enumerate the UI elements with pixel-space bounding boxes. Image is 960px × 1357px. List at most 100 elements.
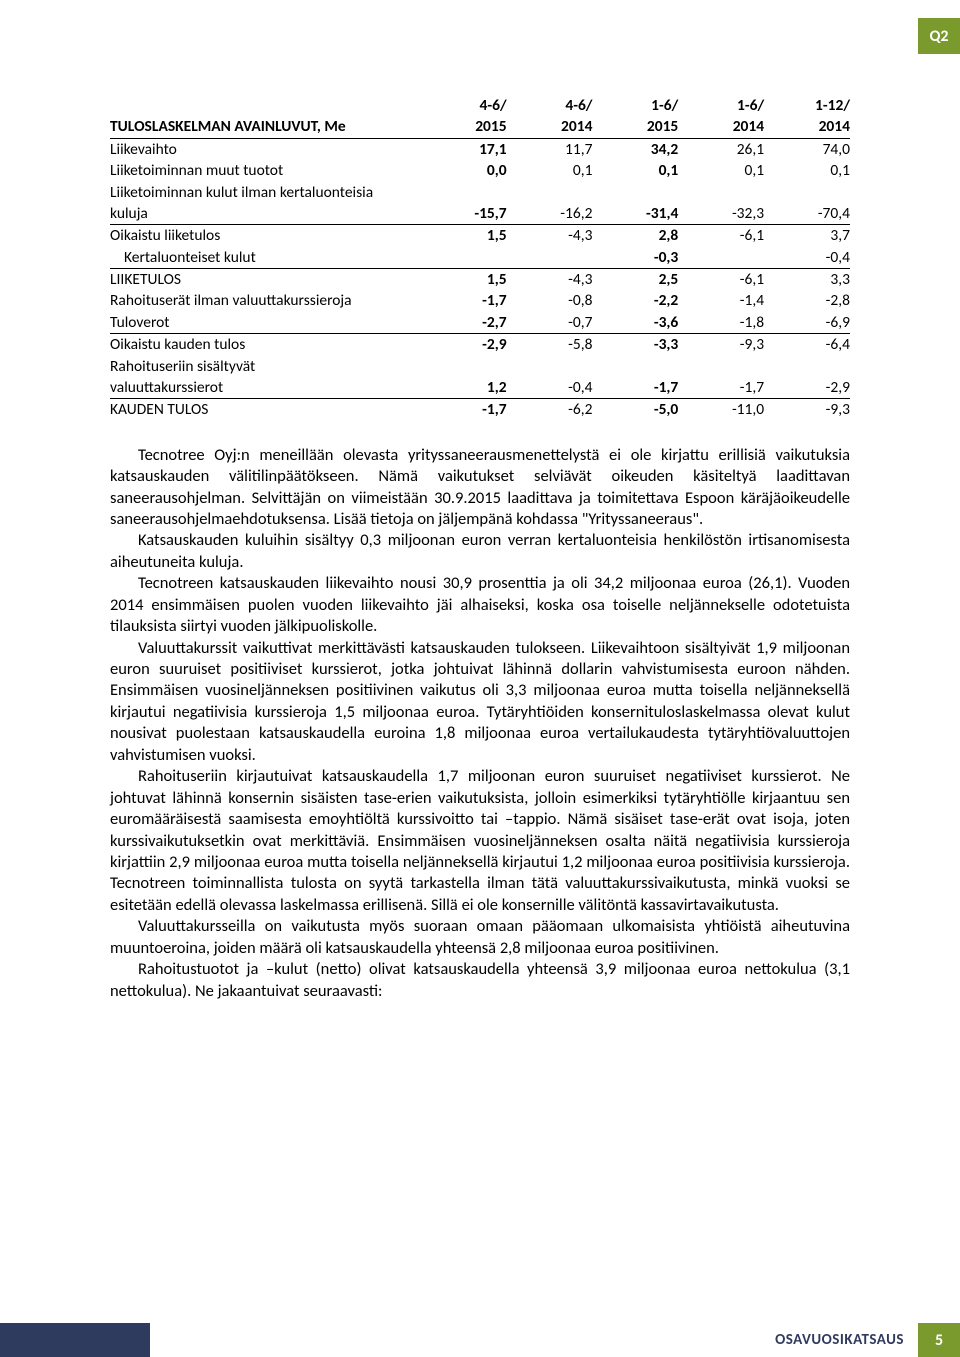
row-value: -2,9 <box>764 377 850 399</box>
row-value: -2,9 <box>421 334 507 356</box>
row-label: Liiketoiminnan muut tuotot <box>110 160 421 181</box>
row-value: -5,0 <box>592 399 678 421</box>
footer-accent-bar <box>0 1323 150 1357</box>
row-label: Oikaistu liiketulos <box>110 225 421 247</box>
table-row: Liiketoiminnan muut tuotot0,00,10,10,10,… <box>110 160 850 181</box>
hdr2-c2: 2014 <box>507 116 593 138</box>
table-row: kuluja-15,7-16,2-31,4-32,3-70,4 <box>110 203 850 225</box>
row-label: Oikaistu kauden tulos <box>110 334 421 356</box>
row-value: 0,1 <box>507 160 593 181</box>
row-value: -0,3 <box>592 247 678 269</box>
hdr1-c3: 1-6/ <box>592 95 678 116</box>
table-row: LIIKETULOS1,5-4,32,5-6,13,3 <box>110 269 850 291</box>
row-value: -2,2 <box>592 290 678 311</box>
row-value: 0,1 <box>764 160 850 181</box>
paragraph: Valuuttakurssit vaikuttivat merkittäväst… <box>110 638 850 767</box>
row-value <box>421 247 507 269</box>
row-value: 3,3 <box>764 269 850 291</box>
row-value: 0,1 <box>592 160 678 181</box>
row-value <box>421 356 507 377</box>
row-value <box>678 356 764 377</box>
row-value <box>678 247 764 269</box>
row-value: -1,7 <box>421 290 507 311</box>
row-label: valuuttakurssierot <box>110 377 421 399</box>
page-footer: OSAVUOSIKATSAUS 5 <box>0 1323 960 1357</box>
hdr1-c2: 4-6/ <box>507 95 593 116</box>
row-value: -9,3 <box>678 334 764 356</box>
body-text: Tecnotree Oyj:n meneillään olevasta yrit… <box>110 445 850 1002</box>
table-header-years: TULOSLASKELMAN AVAINLUVUT, Me 2015 2014 … <box>110 116 850 138</box>
footer-section-label: OSAVUOSIKATSAUS <box>150 1323 918 1357</box>
row-value: 34,2 <box>592 138 678 160</box>
row-value <box>421 182 507 203</box>
row-value: -3,6 <box>592 312 678 334</box>
row-value: -6,4 <box>764 334 850 356</box>
row-value: 2,8 <box>592 225 678 247</box>
hdr1-c1: 4-6/ <box>421 95 507 116</box>
row-value: -1,8 <box>678 312 764 334</box>
hdr2-c5: 2014 <box>764 116 850 138</box>
row-value: -1,4 <box>678 290 764 311</box>
row-value: -2,7 <box>421 312 507 334</box>
hdr1-c5: 1-12/ <box>764 95 850 116</box>
row-value: 1,2 <box>421 377 507 399</box>
table-row: Liiketoiminnan kulut ilman kertaluonteis… <box>110 182 850 203</box>
row-value <box>678 182 764 203</box>
row-value: 3,7 <box>764 225 850 247</box>
paragraph: Tecnotreen katsauskauden liikevaihto nou… <box>110 573 850 637</box>
hdr2-c1: 2015 <box>421 116 507 138</box>
row-label: kuluja <box>110 203 421 225</box>
row-value: -3,3 <box>592 334 678 356</box>
row-value: -0,4 <box>507 377 593 399</box>
paragraph: Katsauskauden kuluihin sisältyy 0,3 milj… <box>110 530 850 573</box>
table-row: Rahoituseriin sisältyvät <box>110 356 850 377</box>
row-value: -0,8 <box>507 290 593 311</box>
row-value: -1,7 <box>678 377 764 399</box>
quarter-badge: Q2 <box>918 18 960 54</box>
row-value: -6,9 <box>764 312 850 334</box>
row-value: -16,2 <box>507 203 593 225</box>
row-value: -70,4 <box>764 203 850 225</box>
paragraph: Rahoitustuotot ja –kulut (netto) olivat … <box>110 959 850 1002</box>
row-value: 1,5 <box>421 225 507 247</box>
row-value: -4,3 <box>507 269 593 291</box>
row-value: 26,1 <box>678 138 764 160</box>
row-value: -15,7 <box>421 203 507 225</box>
row-value: -2,8 <box>764 290 850 311</box>
hdr2-c4: 2014 <box>678 116 764 138</box>
page-content: 4-6/ 4-6/ 1-6/ 1-6/ 1-12/ TULOSLASKELMAN… <box>110 95 850 1002</box>
financial-table: 4-6/ 4-6/ 1-6/ 1-6/ 1-12/ TULOSLASKELMAN… <box>110 95 850 421</box>
paragraph: Tecnotree Oyj:n meneillään olevasta yrit… <box>110 445 850 531</box>
hdr2-c3: 2015 <box>592 116 678 138</box>
footer-page-number: 5 <box>918 1323 960 1357</box>
hdr2-label: TULOSLASKELMAN AVAINLUVUT, Me <box>110 116 421 138</box>
row-value: 1,5 <box>421 269 507 291</box>
row-value <box>592 182 678 203</box>
row-value: 2,5 <box>592 269 678 291</box>
hdr1-label <box>110 95 421 116</box>
table-row: valuuttakurssierot1,2-0,4-1,7-1,7-2,9 <box>110 377 850 399</box>
row-value <box>764 356 850 377</box>
row-value: -0,7 <box>507 312 593 334</box>
row-value: -6,1 <box>678 269 764 291</box>
row-value: -6,2 <box>507 399 593 421</box>
row-value <box>507 182 593 203</box>
row-value: -1,7 <box>421 399 507 421</box>
row-value <box>764 182 850 203</box>
row-value: -4,3 <box>507 225 593 247</box>
paragraph: Valuuttakursseilla on vaikutusta myös su… <box>110 916 850 959</box>
table-row: Oikaistu kauden tulos-2,9-5,8-3,3-9,3-6,… <box>110 334 850 356</box>
row-value <box>507 247 593 269</box>
row-value: -31,4 <box>592 203 678 225</box>
table-row: Oikaistu liiketulos1,5-4,32,8-6,13,7 <box>110 225 850 247</box>
table-row: Liikevaihto17,111,734,226,174,0 <box>110 138 850 160</box>
row-value: 11,7 <box>507 138 593 160</box>
table-row: KAUDEN TULOS-1,7-6,2-5,0-11,0-9,3 <box>110 399 850 421</box>
table-row: Tuloverot-2,7-0,7-3,6-1,8-6,9 <box>110 312 850 334</box>
row-label: Rahoituseriin sisältyvät <box>110 356 421 377</box>
row-label: Liikevaihto <box>110 138 421 160</box>
row-value <box>592 356 678 377</box>
row-value: -1,7 <box>592 377 678 399</box>
row-value: -32,3 <box>678 203 764 225</box>
row-value <box>507 356 593 377</box>
